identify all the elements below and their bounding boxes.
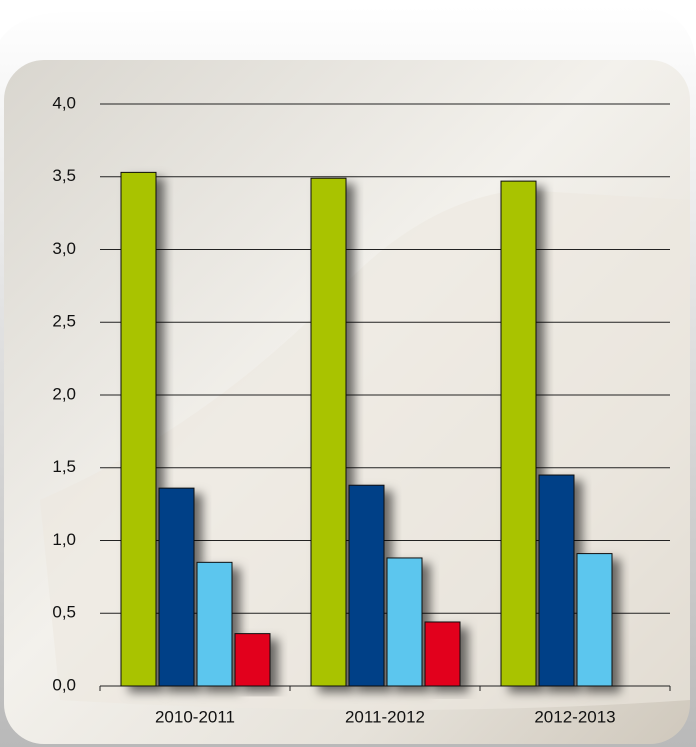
- y-tick-label: 4,0: [52, 93, 76, 112]
- bar: [424, 621, 461, 687]
- y-tick-label: 3,5: [52, 166, 76, 185]
- bar: [120, 171, 157, 687]
- y-tick-label: 0,0: [52, 675, 76, 694]
- bar: [348, 484, 385, 687]
- y-tick-label: 1,0: [52, 530, 76, 549]
- x-tick-label: 2010-2011: [155, 707, 235, 726]
- bar: [576, 553, 613, 687]
- bar: [234, 633, 271, 687]
- bar: [158, 487, 195, 687]
- bar: [500, 180, 537, 687]
- x-tick-label: 2011-2012: [345, 707, 425, 726]
- bar: [538, 474, 575, 687]
- bar: [196, 561, 233, 687]
- plot-area: 0,0 0,5 1,0 1,5 2,0 2,5 3,0 3,5 4,0 2010-2011 2011…: [52, 93, 671, 726]
- y-tick-label: 2,0: [52, 384, 76, 403]
- bar: [310, 177, 347, 687]
- y-tick-label: 2,5: [52, 312, 76, 331]
- y-tick-label: 1,5: [52, 457, 76, 476]
- y-tick-label: 0,5: [52, 603, 76, 622]
- x-tick-label: 2012-2013: [534, 707, 615, 726]
- y-tick-label: 3,0: [52, 239, 76, 258]
- bar: [386, 557, 423, 687]
